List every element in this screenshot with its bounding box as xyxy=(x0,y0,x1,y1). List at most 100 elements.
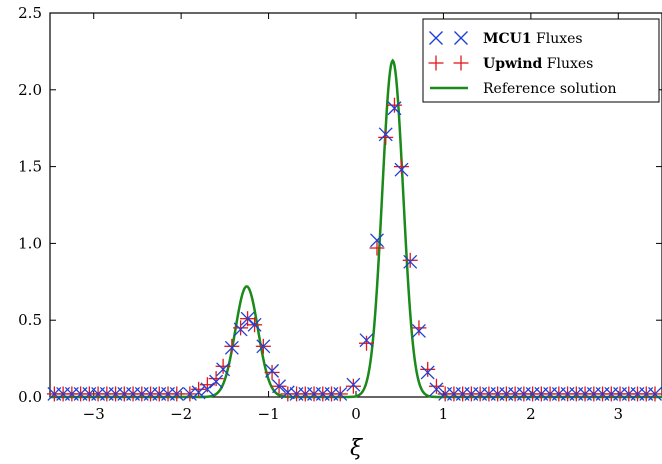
mcu1-point xyxy=(648,386,662,401)
mcu1-point xyxy=(200,382,215,397)
upwind-point xyxy=(420,361,436,377)
x-tick-label: −3 xyxy=(83,405,105,423)
upwind-point xyxy=(215,358,231,374)
mcu1-point xyxy=(191,385,206,400)
x-marker-stroke xyxy=(272,379,287,394)
mcu1-point xyxy=(256,339,271,354)
mcu1-point xyxy=(420,365,435,380)
x-tick-label: −2 xyxy=(170,405,192,423)
upwind-point xyxy=(378,129,394,145)
upwind-point xyxy=(233,320,249,336)
x-tick-label: −1 xyxy=(258,405,280,423)
legend-label: Upwind Fluxes xyxy=(483,56,593,72)
x-axis-label: ξ xyxy=(350,436,364,461)
upwind-point xyxy=(345,378,361,394)
x-marker-stroke xyxy=(370,233,384,248)
mcu1-point xyxy=(216,362,231,377)
legend-x-marker xyxy=(429,31,443,45)
x-marker-stroke xyxy=(280,385,295,400)
x-marker-stroke xyxy=(420,365,435,380)
upwind-point xyxy=(369,240,385,256)
x-marker-stroke xyxy=(454,31,468,45)
mcu1-point xyxy=(378,127,393,142)
x-marker-stroke xyxy=(411,323,426,338)
upwind-point xyxy=(393,159,409,175)
upwind-point xyxy=(224,338,240,354)
mcu1-point xyxy=(438,386,453,401)
x-marker-stroke xyxy=(247,317,262,332)
x-marker-stroke xyxy=(182,386,197,401)
curve-layer xyxy=(50,58,662,399)
upwind-point xyxy=(264,364,280,380)
mcu1-point xyxy=(333,386,348,401)
mcu1-point xyxy=(403,254,418,269)
mcu1-point xyxy=(429,382,444,397)
legend-label: Reference solution xyxy=(483,81,617,97)
legend-x-marker xyxy=(454,31,468,45)
upwind-point xyxy=(208,371,224,387)
mcu1-point xyxy=(272,379,287,394)
ticks-layer: −3 −2 −1 0 1 2 3 0.0 0.5 1.0 1.5 2.0 2.5 xyxy=(18,4,662,423)
x-marker-stroke xyxy=(224,340,239,355)
mcu1-point xyxy=(346,377,361,392)
mcu1-point xyxy=(209,374,224,389)
x-marker-stroke xyxy=(209,374,224,389)
x-marker-stroke xyxy=(240,311,255,326)
x-marker-stroke xyxy=(333,386,348,401)
mcu1-point xyxy=(370,233,384,248)
upwind-point xyxy=(358,335,374,351)
mcu1-point xyxy=(169,386,184,401)
x-marker-stroke xyxy=(216,362,231,377)
legend-label-text: Fluxes xyxy=(542,56,593,72)
x-marker-stroke xyxy=(403,254,418,269)
y-tick-label: 2.0 xyxy=(18,81,42,99)
upwind-point xyxy=(428,378,444,394)
x-marker-stroke xyxy=(359,333,374,348)
x-marker-stroke xyxy=(191,385,206,400)
x-marker-stroke xyxy=(265,363,280,378)
legend-plus-marker xyxy=(453,55,469,71)
mcu1-point xyxy=(247,317,262,332)
x-marker-stroke xyxy=(346,377,361,392)
legend-label-text: Reference solution xyxy=(483,81,617,97)
upwind-point xyxy=(402,252,418,268)
marker-layer xyxy=(46,97,662,402)
x-marker-stroke xyxy=(169,386,184,401)
mcu1-point xyxy=(265,363,280,378)
x-marker-stroke xyxy=(648,386,662,401)
legend-label-text: Fluxes xyxy=(532,31,583,47)
x-marker-stroke xyxy=(233,322,248,337)
mcu1-point xyxy=(182,386,197,401)
mcu1-point xyxy=(233,322,248,337)
mcu1-point xyxy=(394,162,409,177)
mcu1-point xyxy=(280,385,295,400)
legend-label-bold: MCU1 xyxy=(483,31,532,47)
mcu1-point xyxy=(289,386,304,401)
upwind-point xyxy=(411,320,427,336)
mcu1-point xyxy=(359,333,374,348)
y-tick-label: 0.5 xyxy=(18,311,42,329)
x-marker-stroke xyxy=(394,162,409,177)
legend-entry: Reference solution xyxy=(430,81,617,97)
y-tick-label: 2.5 xyxy=(18,4,42,22)
legend-label-bold: Upwind xyxy=(483,56,543,72)
x-marker-stroke xyxy=(378,127,393,142)
x-tick-label: 0 xyxy=(351,405,361,423)
mcu1-point xyxy=(411,323,426,338)
x-marker-stroke xyxy=(256,339,271,354)
y-tick-label: 1.0 xyxy=(18,234,42,252)
legend-label: MCU1 Fluxes xyxy=(483,31,583,47)
upwind-point xyxy=(386,97,402,113)
legend-entry: Upwind Fluxes xyxy=(428,55,593,72)
x-tick-label: 3 xyxy=(614,405,624,423)
mcu1-point xyxy=(224,340,239,355)
mcu1-point xyxy=(387,101,402,116)
x-marker-stroke xyxy=(200,382,215,397)
x-marker-stroke xyxy=(429,382,444,397)
y-tick-label: 0.0 xyxy=(18,388,42,406)
x-marker-stroke xyxy=(429,31,443,45)
x-marker-stroke xyxy=(289,386,304,401)
legend-plus-marker xyxy=(428,55,444,71)
x-tick-label: 2 xyxy=(526,405,536,423)
